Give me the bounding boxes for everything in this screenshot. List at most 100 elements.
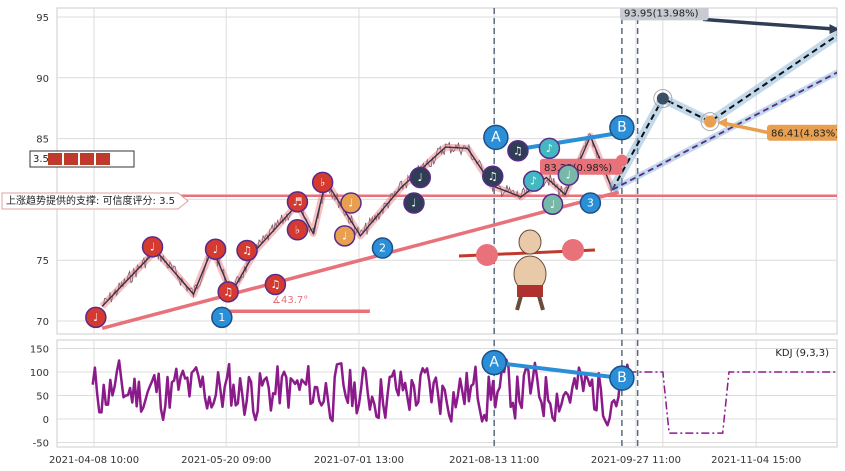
kdj-projection <box>612 371 837 434</box>
note-glyph: ♩ <box>566 169 571 182</box>
note-marker <box>333 225 356 247</box>
note-marker <box>409 166 432 189</box>
note-marker <box>204 238 227 261</box>
target-dot <box>704 115 717 128</box>
note-glyph: ♫ <box>270 278 280 291</box>
score-star-icon <box>64 153 78 165</box>
x-tick-label: 2021-11-04 15:00 <box>711 455 801 466</box>
note-glyph: ♪ <box>530 175 537 188</box>
note-marker <box>236 239 258 262</box>
note-glyph: ♫ <box>242 244 252 257</box>
wave-marker <box>371 237 394 259</box>
target-dot <box>656 92 669 105</box>
price-panel <box>56 7 838 335</box>
note-marker <box>557 164 580 186</box>
x-tick-label: 2021-09-27 11:00 <box>591 455 681 466</box>
pattern-point-marker <box>483 124 509 151</box>
weightlifter-icon <box>458 229 596 311</box>
note-glyph: ♩ <box>411 197 416 210</box>
note-marker <box>85 306 107 329</box>
y-tick-label: 70 <box>36 317 49 328</box>
target-dot <box>840 24 845 36</box>
y-tick-label: -50 <box>33 439 49 450</box>
note-marker <box>481 165 504 188</box>
note-marker <box>286 219 309 241</box>
lifter-head <box>518 229 542 255</box>
target-ring <box>836 25 837 34</box>
note-marker <box>403 192 425 214</box>
note-marker <box>311 171 334 194</box>
arrowhead <box>829 24 837 35</box>
pattern-point-label: A <box>491 129 501 145</box>
note-glyph: ♩ <box>348 197 353 210</box>
note-marker <box>522 170 545 192</box>
note-marker <box>286 191 309 213</box>
wave-marker <box>211 306 233 329</box>
note-marker <box>507 140 529 162</box>
score-badge-text: 3.5 <box>33 154 49 165</box>
kdj-series <box>91 358 631 427</box>
y-tick-label: 0 <box>43 415 49 426</box>
note-marker <box>538 137 561 160</box>
y-tick-label: 90 <box>36 74 49 85</box>
note-glyph: ♫ <box>488 170 498 183</box>
note-glyph: ♭ <box>320 176 325 189</box>
x-tick-label: 2021-08-13 11:00 <box>449 455 539 466</box>
note-glyph: ♪ <box>546 142 553 155</box>
support-label: 上涨趋势提供的支撑: 可信度评分: 3.5 <box>6 194 175 207</box>
price-layer: 93.95(13.98%)86.41(4.83%)83.23(0.98%)♩♩ ♩… <box>57 8 845 334</box>
y-tick-label: 75 <box>36 256 49 267</box>
score-star-icon <box>80 153 94 165</box>
y-tick-label: 150 <box>30 345 49 356</box>
barbell-plate <box>562 239 584 261</box>
pattern-point-label: B <box>617 120 627 136</box>
target-label-high-bg <box>620 8 709 21</box>
lifter-leg <box>537 295 545 311</box>
kdj-pattern-label: B <box>617 370 627 386</box>
note-marker <box>264 273 287 296</box>
target-ring <box>653 88 673 108</box>
lifter-shorts <box>517 285 543 297</box>
x-tick-label: 2021-07-01 13:00 <box>314 455 404 466</box>
target-label-high: 93.95(13.98%) <box>624 8 699 19</box>
note-glyph: ♩ <box>150 240 155 253</box>
note-glyph: ♭ <box>295 223 300 236</box>
kdj-pattern-marker <box>609 365 635 391</box>
target-label-mid: 86.41(4.83%) <box>771 129 839 140</box>
target-arrow <box>721 121 769 135</box>
support-label-box <box>1 192 189 210</box>
target-label-low: 83.23(0.98%) <box>544 163 612 174</box>
barbell-plate <box>476 244 498 266</box>
wave-label: 1 <box>218 311 225 324</box>
pattern-point-marker <box>609 114 635 141</box>
note-glyph: ♫ <box>223 285 233 298</box>
wave-marker <box>579 192 602 214</box>
projection-path <box>611 34 837 191</box>
kdj-pattern-marker <box>481 349 507 376</box>
x-tick-label: 2021-04-08 10:00 <box>49 455 139 466</box>
note-glyph: ♩ <box>342 229 347 242</box>
note-marker <box>340 192 362 214</box>
note-marker <box>141 236 164 258</box>
wave-label: 3 <box>587 197 594 210</box>
y-tick-label: 85 <box>36 135 49 146</box>
x-tick-label: 2021-05-20 09:00 <box>181 455 271 466</box>
target-ring <box>700 112 720 132</box>
note-glyph: ♫ <box>513 144 523 157</box>
note-marker <box>541 193 564 216</box>
note-glyph: ♩ <box>550 198 555 211</box>
score-star-icon <box>96 153 110 165</box>
note-glyph: ♩ <box>418 171 423 184</box>
y-tick-label: 50 <box>36 392 49 403</box>
projection-lower <box>612 71 837 191</box>
arrowhead <box>717 117 728 128</box>
note-marker <box>217 281 239 303</box>
wave-label: 2 <box>379 242 386 255</box>
kdj-panel <box>56 339 838 448</box>
kdj-title: KDJ (9,3,3) <box>775 348 829 359</box>
target-label-mid-bg <box>767 124 837 141</box>
angle-label: ∡43.7° <box>272 295 308 306</box>
y-tick-label: 95 <box>36 13 49 24</box>
